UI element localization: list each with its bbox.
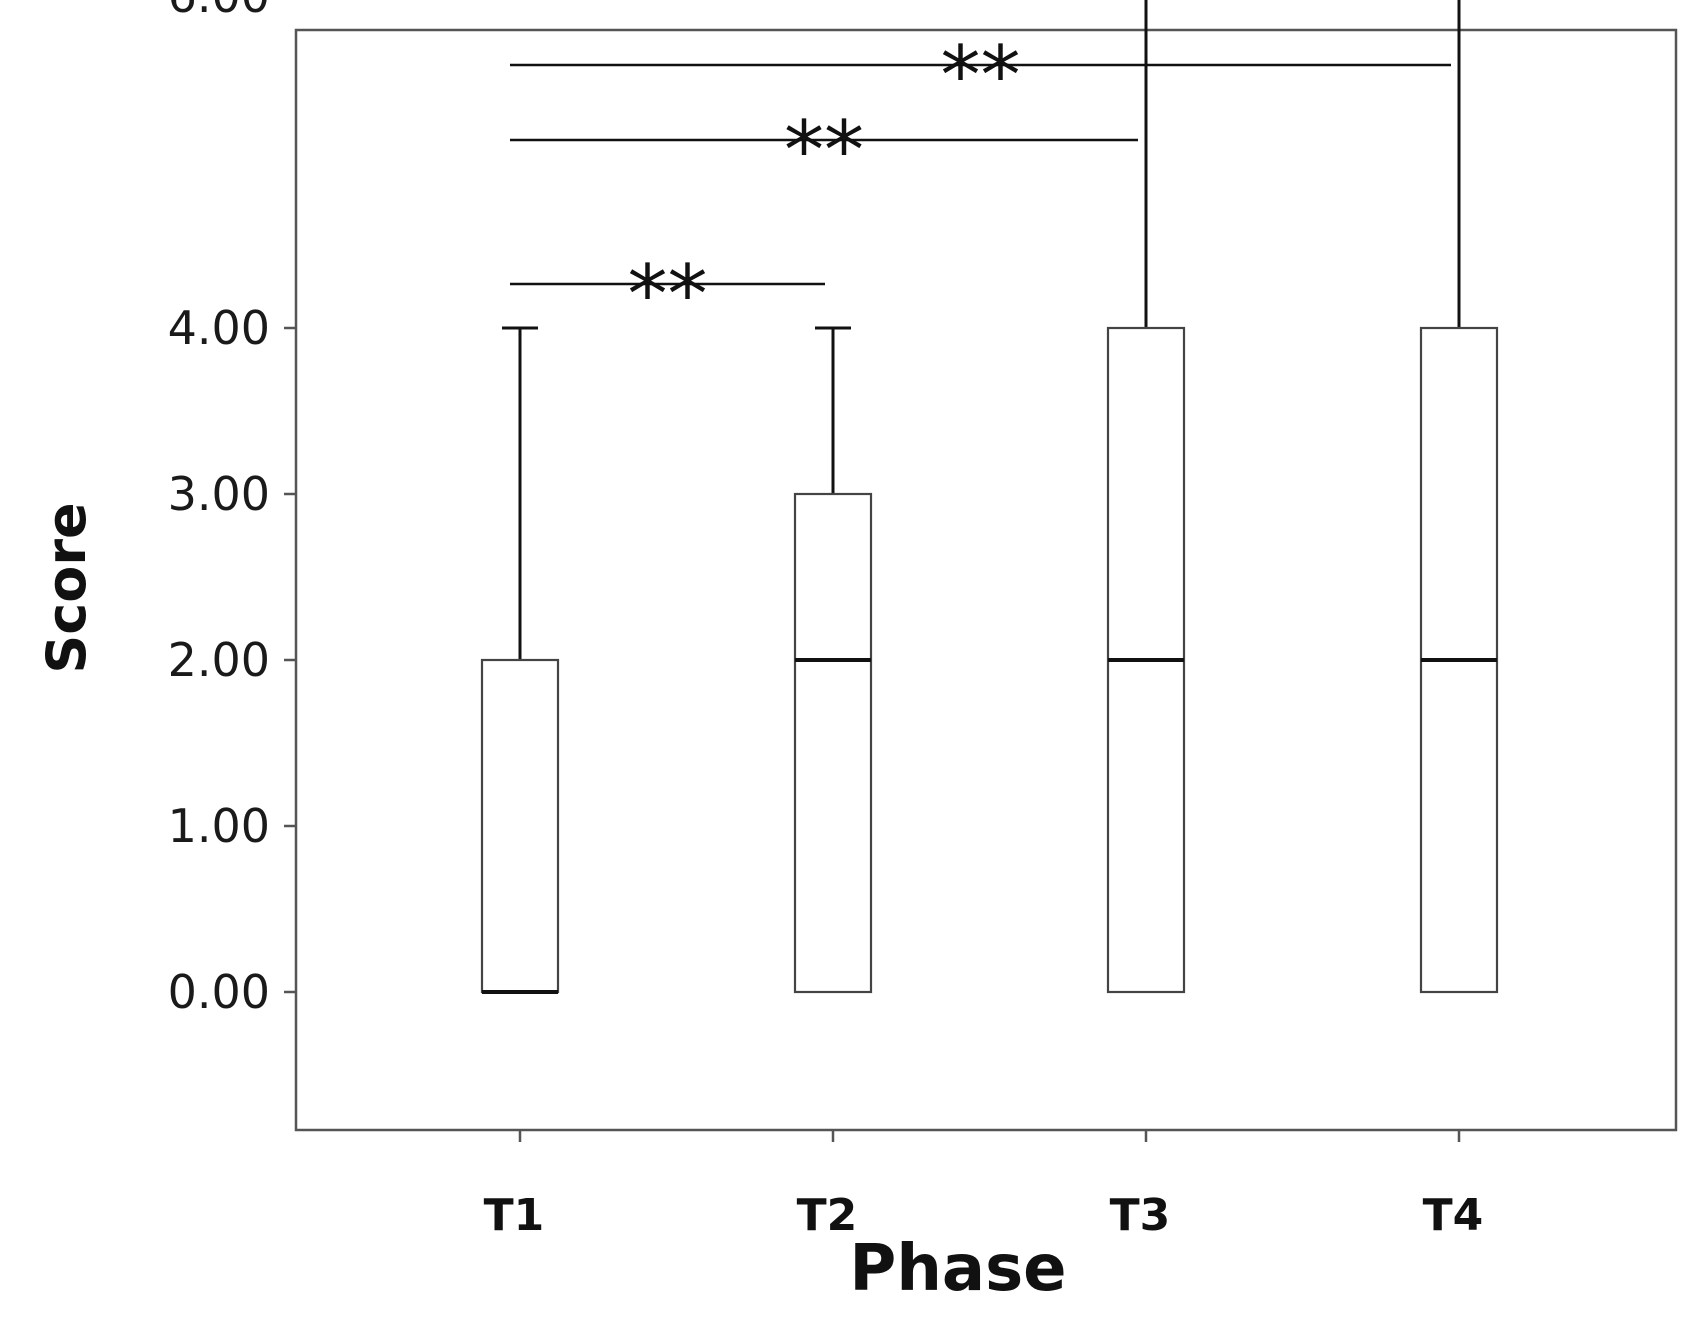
y-tick-label: 4.00	[168, 301, 270, 355]
y-tick-label: 3.00	[168, 467, 270, 521]
box-t4	[1419, 0, 1499, 994]
box-series	[480, 0, 1499, 994]
x-tick-label: T1	[484, 1190, 545, 1241]
box-t2	[793, 326, 873, 994]
plot-frame	[294, 28, 1678, 1132]
y-axis: 0.00 1.00 2.00 3.00 4.00 6.00	[168, 0, 296, 1019]
box-t3	[1106, 0, 1186, 994]
significance-label: **	[784, 104, 864, 197]
x-tick-label: T4	[1423, 1190, 1484, 1241]
y-tick-label: 6.00	[168, 0, 270, 23]
x-axis-title: Phase	[849, 1232, 1066, 1306]
significance-label: **	[941, 29, 1021, 122]
y-tick-label: 1.00	[168, 799, 270, 853]
iqr-box	[793, 492, 873, 994]
x-tick-label: T2	[797, 1190, 858, 1241]
box-t1	[480, 326, 560, 994]
iqr-box	[480, 658, 560, 994]
y-axis-title: Score	[35, 502, 98, 673]
y-tick-label: 0.00	[168, 965, 270, 1019]
x-axis: T1 T2 T3 T4	[484, 1130, 1484, 1241]
y-tick-label: 2.00	[168, 633, 270, 687]
significance-label: **	[628, 248, 708, 341]
x-tick-label: T3	[1110, 1190, 1171, 1241]
significance-brackets: ** ** **	[510, 29, 1451, 341]
